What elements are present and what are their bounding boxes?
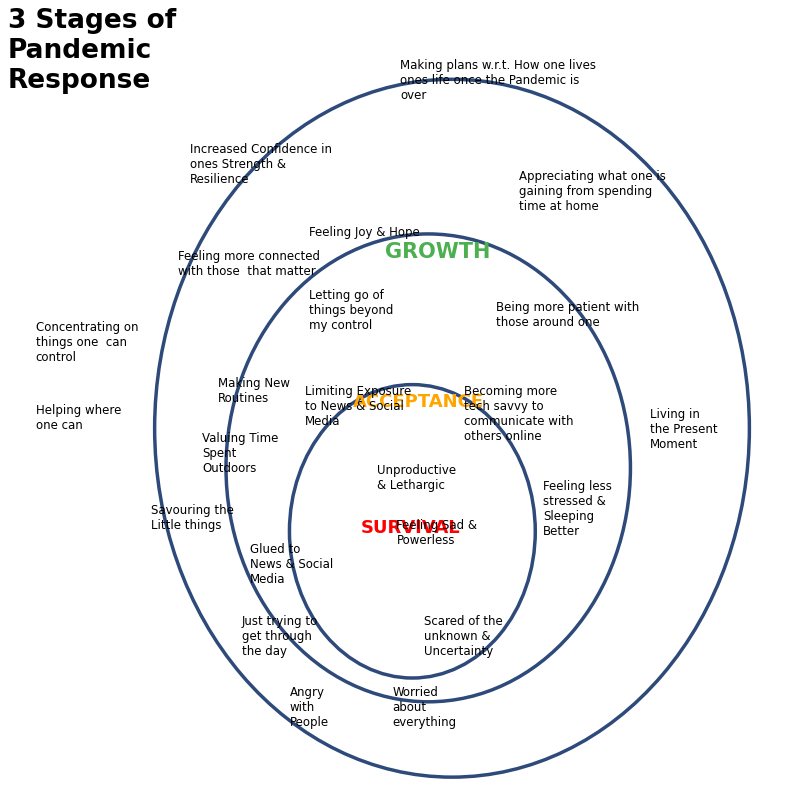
Text: Worried
about
everything: Worried about everything: [393, 686, 457, 729]
Text: 3 Stages of
Pandemic
Response: 3 Stages of Pandemic Response: [8, 8, 176, 94]
Text: Appreciating what one is
gaining from spending
time at home: Appreciating what one is gaining from sp…: [519, 170, 666, 213]
Text: Glued to
News & Social
Media: Glued to News & Social Media: [250, 543, 333, 586]
Text: Limiting Exposure
to News & Social
Media: Limiting Exposure to News & Social Media: [305, 385, 412, 427]
Text: Feeling more connected
with those  that matter: Feeling more connected with those that m…: [178, 250, 320, 278]
Text: Letting go of
things beyond
my control: Letting go of things beyond my control: [309, 289, 393, 332]
Text: Feeling less
stressed &
Sleeping
Better: Feeling less stressed & Sleeping Better: [543, 480, 612, 538]
Text: Making New
Routines: Making New Routines: [218, 377, 290, 404]
Text: Scared of the
unknown &
Uncertainty: Scared of the unknown & Uncertainty: [424, 615, 503, 657]
Text: Increased Confidence in
ones Strength &
Resilience: Increased Confidence in ones Strength & …: [190, 143, 332, 186]
Text: Becoming more
tech savvy to
communicate with
others online: Becoming more tech savvy to communicate …: [464, 385, 573, 442]
Text: Living in
the Present
Moment: Living in the Present Moment: [650, 408, 718, 451]
Text: Unproductive
& Lethargic: Unproductive & Lethargic: [377, 464, 456, 492]
Text: Feeling Sad &
Powerless: Feeling Sad & Powerless: [396, 519, 477, 547]
Text: Being more patient with
those around one: Being more patient with those around one: [496, 301, 639, 329]
Text: SURVIVAL: SURVIVAL: [361, 519, 461, 538]
Text: Making plans w.r.t. How one lives
ones life once the Pandemic is
over: Making plans w.r.t. How one lives ones l…: [400, 59, 596, 102]
Text: Just trying to
get through
the day: Just trying to get through the day: [242, 615, 318, 657]
Text: Angry
with
People: Angry with People: [289, 686, 328, 729]
Text: Savouring the
Little things: Savouring the Little things: [151, 504, 234, 531]
Text: GROWTH: GROWTH: [385, 242, 490, 262]
Text: ACCEPTANCE: ACCEPTANCE: [353, 393, 484, 411]
Text: Helping where
one can: Helping where one can: [36, 404, 121, 432]
Text: Feeling Joy & Hope: Feeling Joy & Hope: [309, 226, 420, 239]
Text: Valuing Time
Spent
Outdoors: Valuing Time Spent Outdoors: [202, 432, 278, 475]
Text: Concentrating on
things one  can
control: Concentrating on things one can control: [36, 321, 138, 364]
